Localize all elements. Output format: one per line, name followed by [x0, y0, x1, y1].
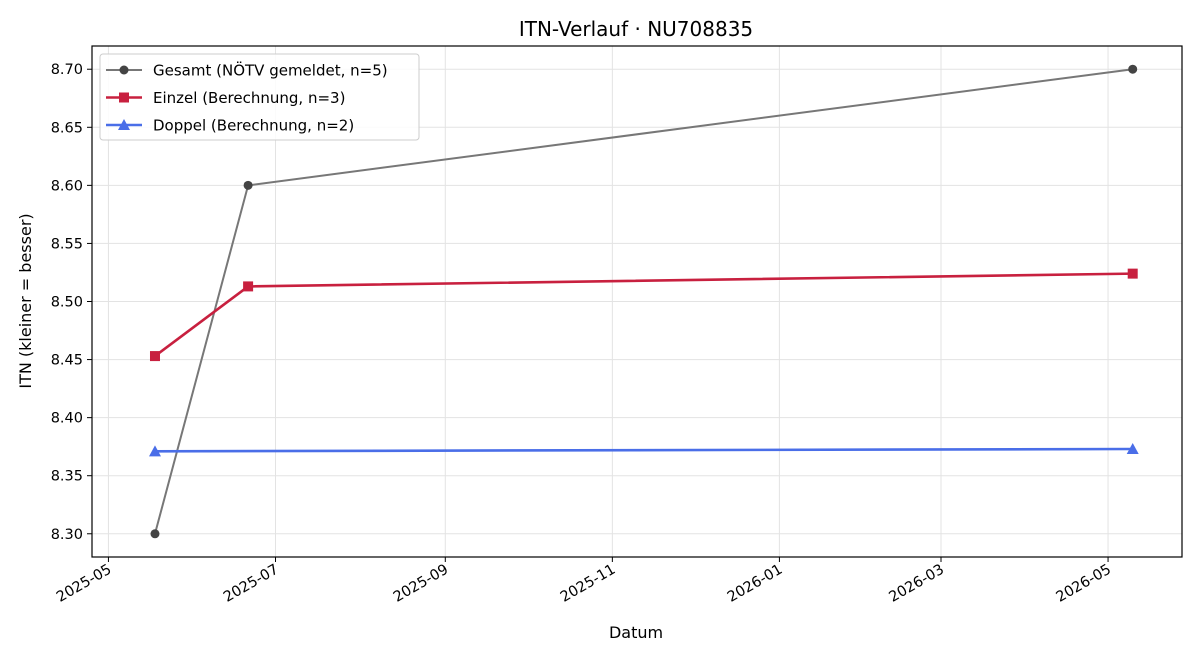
y-tick-label: 8.60: [51, 178, 83, 194]
series-line-2: [154, 447, 1133, 453]
y-axis-label: ITN (kleiner = besser): [16, 213, 35, 388]
legend-label-2: Doppel (Berechnung, n=2): [153, 117, 354, 135]
legend-marker-2: [118, 119, 130, 130]
y-tick-label: 8.35: [51, 469, 83, 485]
y-tick-label: 8.45: [51, 353, 83, 369]
series-0-point-0: [150, 529, 160, 539]
y-tick-label: 8.50: [51, 295, 83, 311]
chart-title: ITN-Verlauf · NU708835: [519, 17, 753, 41]
legend: Gesamt (NÖTV gemeldet, n=5) Einzel (Berec…: [99, 53, 420, 141]
series-0-point-2: [1128, 64, 1138, 74]
legend-label-1: Einzel (Berechnung, n=3): [153, 89, 345, 107]
series-1-point-2: [1127, 268, 1138, 279]
legend-label-0: Gesamt (NÖTV gemeldet, n=5): [153, 61, 388, 80]
series-2-point-1: [1126, 442, 1139, 454]
grid-lines: [92, 46, 1182, 557]
y-tick-label: 8.55: [51, 236, 83, 252]
legend-marker-1: [119, 92, 129, 103]
legend-marker-0: [119, 65, 129, 75]
series-2-point-0: [148, 445, 161, 457]
y-tick-label: 8.65: [51, 120, 83, 136]
series-0-point-1: [243, 180, 253, 190]
series-markers: [148, 64, 1139, 539]
y-tick-label: 8.70: [51, 62, 83, 78]
y-tick-label: 8.30: [51, 527, 83, 543]
series-1-point-1: [243, 281, 254, 292]
y-tick-label: 8.40: [51, 411, 83, 427]
y-axis-ticks: 8.30 8.35 8.40 8.45 8.50 8.55 8.60 8.65 8.70: [51, 62, 92, 543]
legend-box: [99, 53, 420, 141]
x-axis-label: Datum: [609, 623, 663, 642]
series-1-point-0: [149, 351, 160, 362]
